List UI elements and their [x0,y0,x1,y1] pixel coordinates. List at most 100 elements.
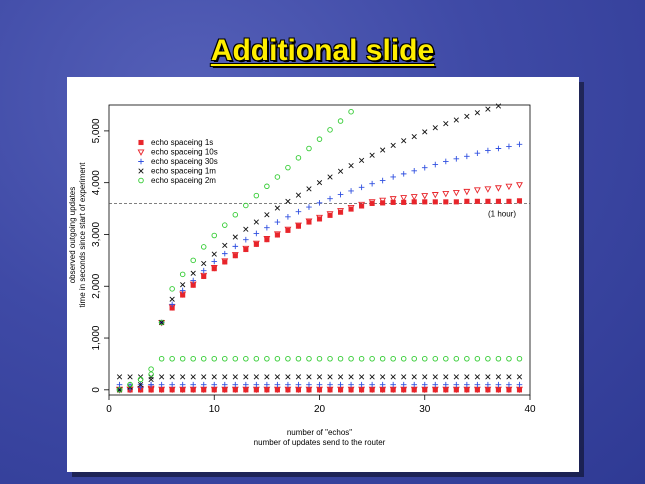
data-point [348,108,354,115]
data-point [316,214,323,222]
legend-marker [138,158,144,165]
data-point [253,356,260,362]
y-tick-label: 1,000 [91,325,102,350]
data-point [316,216,323,222]
data-point [243,202,249,209]
data-point [411,374,417,380]
data-point [485,147,491,154]
data-point [169,356,175,362]
data-point [369,200,375,206]
data-point [337,118,344,124]
data-point [221,258,229,265]
data-point [358,157,365,164]
data-point [116,381,123,388]
data-points [116,103,523,394]
data-point [443,356,449,362]
data-point [516,198,523,204]
data-point [137,384,144,391]
data-point [211,258,218,265]
data-point [264,374,270,380]
data-point [158,319,165,326]
data-point [506,374,512,380]
data-point [243,236,249,243]
data-point [453,117,459,123]
data-point [506,381,512,388]
data-point [464,113,470,120]
data-point [116,387,123,393]
data-point [264,381,270,388]
data-point [327,374,333,380]
data-point [263,236,271,243]
data-point [358,374,365,380]
data-point [443,381,449,388]
data-point [274,205,281,211]
data-point [348,374,354,380]
x-tick-label: 10 [209,404,221,415]
x-tick-label: 30 [419,404,431,415]
data-point [453,356,460,362]
data-point [274,219,281,225]
data-point [327,212,333,218]
data-point [380,374,386,380]
data-point [137,382,144,388]
data-point [180,282,186,288]
data-point [432,161,439,168]
data-point [474,198,480,204]
data-point [474,150,481,156]
data-point [306,374,312,380]
data-point [485,198,491,204]
data-point [273,231,281,238]
data-point [432,374,438,380]
data-point [443,121,449,127]
data-point [516,374,523,380]
data-point [211,251,217,257]
data-point [285,356,291,362]
data-point [253,230,260,237]
data-point [337,208,345,215]
data-point [274,374,281,380]
data-point [232,212,239,218]
data-point [158,381,165,388]
legend-marker [138,168,144,174]
data-point [505,183,513,191]
data-point [337,356,344,362]
data-point [506,143,512,150]
legend-marker [138,139,144,146]
data-point [369,381,375,388]
data-point [295,155,302,161]
legend-marker [137,149,145,156]
data-point [359,203,365,209]
data-point [116,374,123,380]
data-point [190,277,196,284]
data-point [485,381,491,388]
data-point [211,356,217,362]
data-point [316,180,323,186]
y-tick-label: 3,000 [91,222,102,247]
data-point [327,174,333,180]
data-point [390,174,396,180]
data-point [201,374,207,380]
data-point [190,257,196,264]
data-point [285,381,291,388]
data-point [506,356,512,362]
data-point [211,381,218,388]
data-point [232,381,239,388]
data-point [253,374,259,380]
data-point [474,110,480,116]
data-point [169,286,175,292]
data-point [337,168,344,174]
x-tick-label: 40 [524,404,536,415]
data-point [516,381,523,388]
data-point [473,187,481,194]
data-point [285,214,291,220]
data-point [285,374,291,380]
data-point [274,356,281,362]
data-point [443,199,449,205]
data-point [316,136,323,142]
data-point [516,141,523,148]
data-point [243,374,249,380]
data-point [484,186,492,193]
data-point [306,204,312,210]
data-point [179,287,186,294]
